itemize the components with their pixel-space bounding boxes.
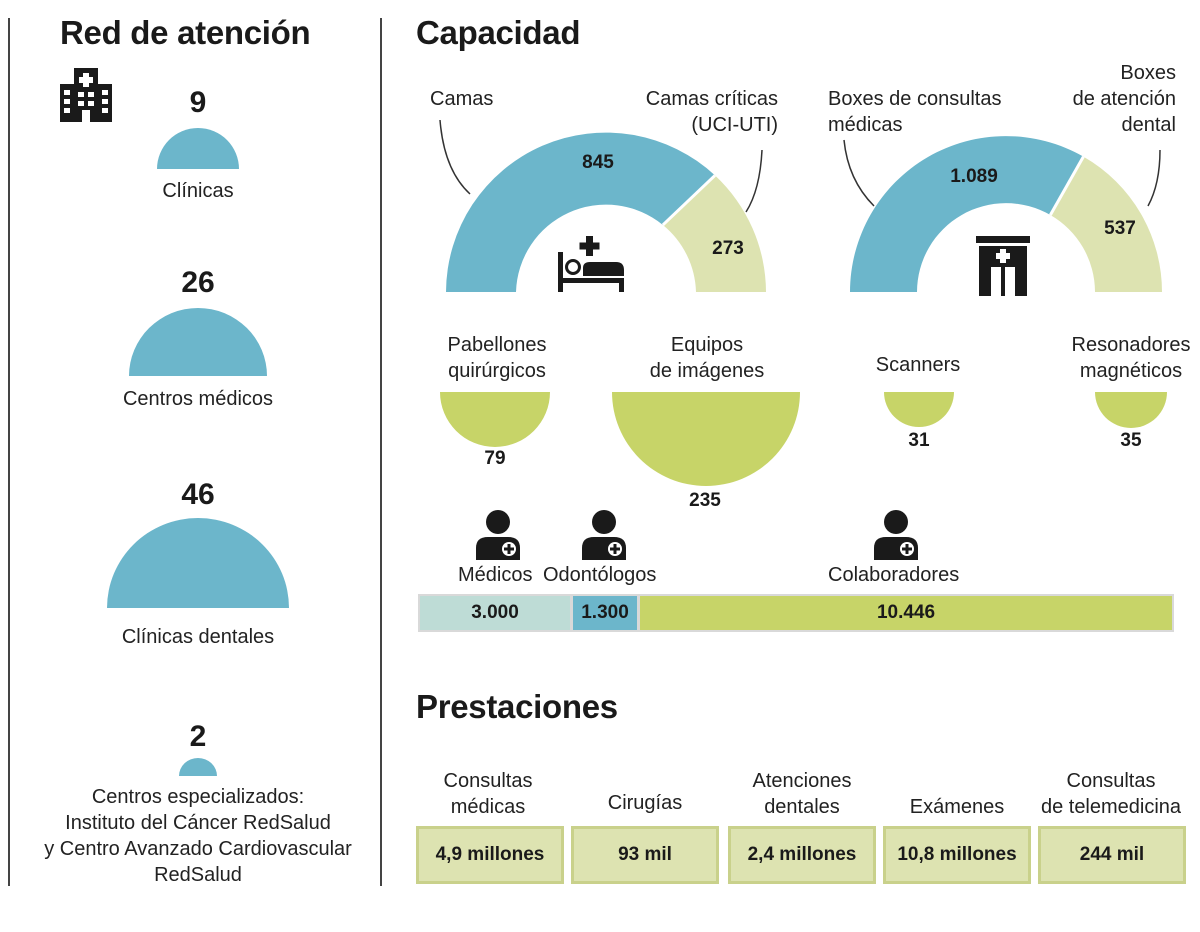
- boxes-medicas-label: Boxes de consultas médicas: [828, 86, 1001, 138]
- consultas-medicas-value: 4,9 millones: [416, 826, 564, 884]
- camas-criticas-label: Camas críticas (UCI-UTI): [626, 86, 778, 138]
- clinicas-semicircle: [157, 128, 239, 169]
- column-divider: [380, 18, 382, 886]
- label-line: de atención: [1072, 88, 1176, 110]
- centros-medicos-label: Centros médicos: [122, 388, 274, 410]
- centros-especializados-value: 2: [189, 720, 207, 753]
- label-line: (UCI-UTI): [691, 114, 778, 136]
- odontologos-bar-segment: 1.300: [573, 596, 637, 630]
- centros-medicos-semicircle: [129, 308, 267, 376]
- cirugias-label: Cirugías: [608, 790, 682, 816]
- resonadores-value: 35: [1120, 430, 1142, 451]
- scanners-value: 31: [908, 430, 930, 451]
- label-line: Resonadores: [1071, 334, 1191, 356]
- label-line: Camas críticas: [645, 88, 778, 110]
- colaboradores-label: Colaboradores: [828, 564, 960, 586]
- equipos-value: 235: [689, 490, 721, 511]
- label-line: magnéticos: [1079, 360, 1183, 382]
- hospital-building-icon: [56, 66, 116, 122]
- examenes-value: 10,8 millones: [883, 826, 1031, 884]
- boxes-dental-arc: [1050, 156, 1162, 292]
- consultas-medicas-label: Consultas médicas: [444, 768, 533, 820]
- centros-medicos-value: 26: [181, 266, 215, 299]
- label-line: Cirugías: [607, 792, 683, 814]
- cirugias-value: 93 mil: [571, 826, 719, 884]
- label-line: Pabellones: [447, 334, 547, 356]
- clinicas-dentales-label: Clínicas dentales: [121, 626, 275, 648]
- odontologos-label: Odontólogos: [543, 564, 657, 586]
- label-line: Consultas: [443, 770, 533, 792]
- left-border: [8, 18, 10, 886]
- label-line: Instituto del Cáncer RedSalud: [65, 812, 331, 834]
- pabellones-label: Pabellones quirúrgicos: [448, 332, 547, 384]
- resonadores-semicircle: [1095, 392, 1167, 428]
- boxes-dental-label: Boxes de atención dental: [1040, 60, 1176, 138]
- pabellones-value: 79: [484, 448, 506, 469]
- camas-donut: [446, 132, 766, 292]
- medicos-label: Médicos: [458, 564, 533, 586]
- camas-value: 845: [582, 152, 614, 173]
- camas-label: Camas: [430, 88, 494, 110]
- atenciones-dentales-label: Atenciones dentales: [753, 768, 852, 820]
- label-line: Boxes: [1120, 62, 1176, 84]
- atenciones-dentales-value: 2,4 millones: [728, 826, 876, 884]
- colaboradores-bar-segment: 10.446: [640, 596, 1172, 630]
- examenes-label: Exámenes: [910, 794, 1005, 820]
- door-icon: [976, 236, 1030, 296]
- label-line: médicas: [828, 114, 903, 136]
- centros-especializados-semicircle: [179, 758, 217, 776]
- boxes-medicas-value: 1.089: [950, 166, 998, 187]
- boxes-medicas-arc: [850, 136, 1084, 292]
- leader-lines-2: [843, 139, 1161, 207]
- clinicas-dentales-semicircle: [107, 518, 289, 608]
- label-line: médicas: [450, 796, 526, 818]
- telemedicina-label: Consultas de telemedicina: [1041, 768, 1181, 820]
- capacidad-title: Capacidad: [416, 14, 581, 51]
- label-line: Exámenes: [909, 796, 1005, 818]
- leader-lines-1: [439, 119, 763, 213]
- clinicas-dentales-value: 46: [181, 478, 215, 511]
- red-title: Red de atención: [60, 14, 311, 51]
- camas-arc: [446, 132, 715, 292]
- clinicas-label: Clínicas: [162, 180, 234, 202]
- boxes-dental-value: 537: [1104, 218, 1136, 239]
- clinicas-value: 9: [189, 86, 207, 119]
- equipos-semicircle: [612, 392, 800, 486]
- label-line: de imágenes: [649, 360, 765, 382]
- camas-criticas-value: 273: [712, 238, 744, 259]
- centros-especializados-label: Centros especializados: Instituto del Cá…: [44, 784, 352, 888]
- medicos-bar-segment: 3.000: [420, 596, 570, 630]
- prestaciones-title: Prestaciones: [416, 688, 618, 725]
- colaboradores-doctor-icon: [872, 508, 920, 560]
- camas-criticas-arc: [662, 175, 766, 292]
- label-line: Atenciones: [752, 770, 852, 792]
- label-line: Equipos: [670, 334, 744, 356]
- odontologos-doctor-icon: [580, 508, 628, 560]
- label-line: Consultas: [1066, 770, 1156, 792]
- label-line: dental: [1121, 114, 1177, 136]
- label-line: Centros especializados:: [91, 786, 305, 808]
- label-line: Boxes de consultas: [828, 88, 1002, 110]
- hospital-bed-icon: [556, 232, 628, 294]
- label-line: y Centro Avanzado Cardiovascular: [44, 838, 352, 860]
- pabellones-semicircle: [440, 392, 550, 447]
- scanners-semicircle: [884, 392, 954, 427]
- scanners-label: Scanners: [875, 354, 961, 376]
- equipos-label: Equipos de imágenes: [650, 332, 765, 384]
- resonadores-label: Resonadores magnéticos: [1072, 332, 1191, 384]
- label-line: RedSalud: [154, 864, 242, 886]
- label-line: de telemedicina: [1040, 796, 1182, 818]
- label-line: dentales: [764, 796, 840, 818]
- medicos-doctor-icon: [474, 508, 522, 560]
- telemedicina-value: 244 mil: [1038, 826, 1186, 884]
- label-line: quirúrgicos: [448, 360, 546, 382]
- boxes-donut: [850, 136, 1162, 292]
